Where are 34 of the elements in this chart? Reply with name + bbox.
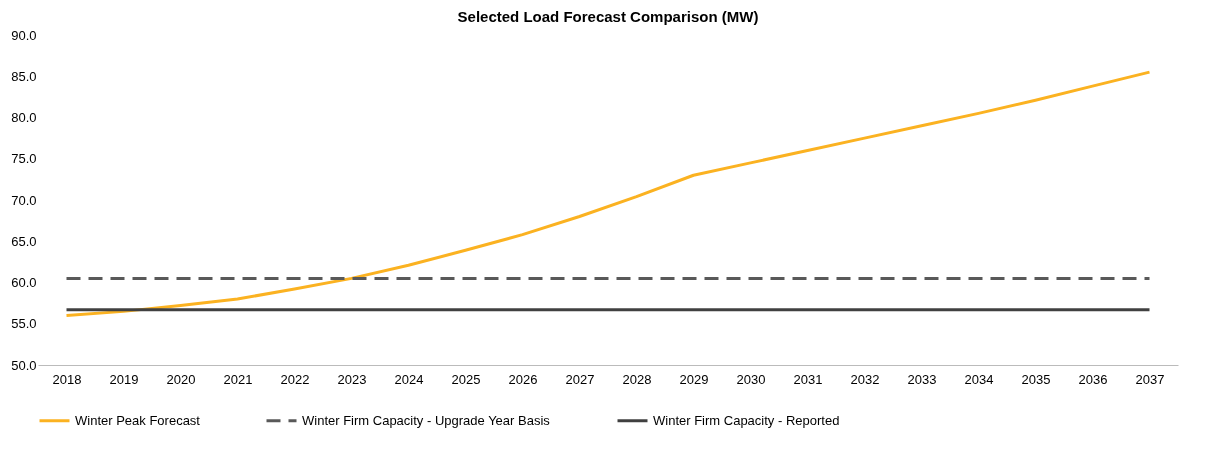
y-tick-label: 55.0: [11, 316, 37, 332]
x-tick-label: 2027: [565, 371, 595, 387]
x-tick-label: 2018: [52, 371, 82, 387]
x-tick-label: 2031: [793, 371, 823, 387]
y-tick-label: 60.0: [11, 275, 37, 290]
x-tick-label: 2028: [622, 371, 652, 387]
x-tick-label: 2030: [736, 371, 766, 387]
x-tick-label: 2032: [850, 371, 880, 387]
x-tick-label: 2035: [1021, 371, 1051, 387]
legend-label: Winter Peak Forecast: [75, 412, 201, 428]
y-tick-label: 90.0: [11, 27, 37, 43]
y-tick-label: 85.0: [11, 68, 37, 84]
legend-label: Winter Firm Capacity - Reported: [653, 412, 840, 428]
x-tick-label: 2029: [679, 371, 709, 387]
x-tick-label: 2025: [451, 371, 481, 387]
x-tick-label: 2023: [337, 371, 367, 387]
line-series: [65, 70, 1151, 317]
y-tick-label: 65.0: [11, 233, 37, 249]
legend-label: Winter Firm Capacity - Upgrade Year Basis: [302, 412, 551, 428]
x-tick-label: 2024: [394, 371, 424, 387]
x-tick-label: 2020: [166, 371, 196, 387]
chart-title: Selected Load Forecast Comparison (MW): [457, 8, 759, 25]
y-tick-label: 50.0: [11, 357, 37, 373]
y-tick-label: 80.0: [11, 110, 37, 125]
x-tick-label: 2033: [907, 371, 937, 387]
x-tick-label: 2037: [1135, 371, 1165, 387]
x-tick-label: 2036: [1078, 371, 1108, 387]
y-tick-label: 75.0: [11, 151, 37, 167]
y-tick-label: 70.0: [11, 192, 37, 208]
x-tick-label: 2034: [964, 371, 994, 387]
x-tick-label: 2026: [508, 371, 538, 387]
x-tick-label: 2021: [223, 371, 253, 387]
x-tick-label: 2019: [109, 371, 139, 387]
x-tick-label: 2022: [280, 371, 310, 387]
